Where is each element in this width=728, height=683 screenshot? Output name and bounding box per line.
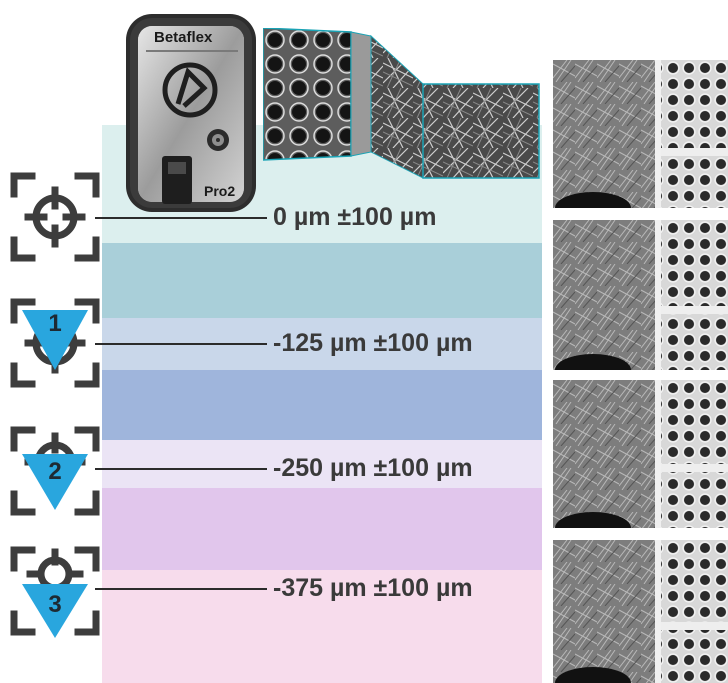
depth-label-1: -125 µm ±100 µm bbox=[273, 329, 473, 357]
depth-leader-line-2 bbox=[95, 468, 267, 470]
depth-label-2: -250 µm ±100 µm bbox=[273, 454, 473, 482]
crosshair-step-1-icon: 1 bbox=[8, 296, 102, 390]
depth-band-level2-dark bbox=[102, 488, 542, 570]
step-number-1: 1 bbox=[48, 310, 62, 337]
step-number-2: 2 bbox=[48, 458, 62, 485]
micrograph-depth-0 bbox=[553, 60, 728, 208]
depth-label-3: -375 µm ±100 µm bbox=[273, 574, 473, 602]
device-model-label: Pro2 bbox=[204, 183, 236, 199]
depth-leader-line-0 bbox=[95, 217, 267, 219]
crosshair-step-3-icon: 3 bbox=[8, 544, 102, 638]
depth-leader-line-1 bbox=[95, 343, 267, 345]
depth-label-0: 0 µm ±100 µm bbox=[273, 203, 437, 231]
depth-band-surface-dark bbox=[102, 243, 542, 318]
depth-band-level1-dark bbox=[102, 370, 542, 440]
depth-band-level2 bbox=[102, 440, 542, 488]
micrograph-depth-3 bbox=[553, 540, 728, 683]
depth-leader-line-3 bbox=[95, 588, 267, 590]
micrograph-depth-2 bbox=[553, 380, 728, 528]
betaflex-device: Betaflex Pro2 bbox=[122, 10, 260, 215]
device-brand-label: Betaflex bbox=[154, 29, 213, 46]
micrograph-depth-1 bbox=[553, 220, 728, 370]
crosshair-step-2-icon: 2 bbox=[8, 424, 102, 518]
surface-micrograph-inset bbox=[262, 27, 541, 180]
step-number-3: 3 bbox=[48, 591, 62, 618]
crosshair-target-icon bbox=[8, 170, 102, 264]
